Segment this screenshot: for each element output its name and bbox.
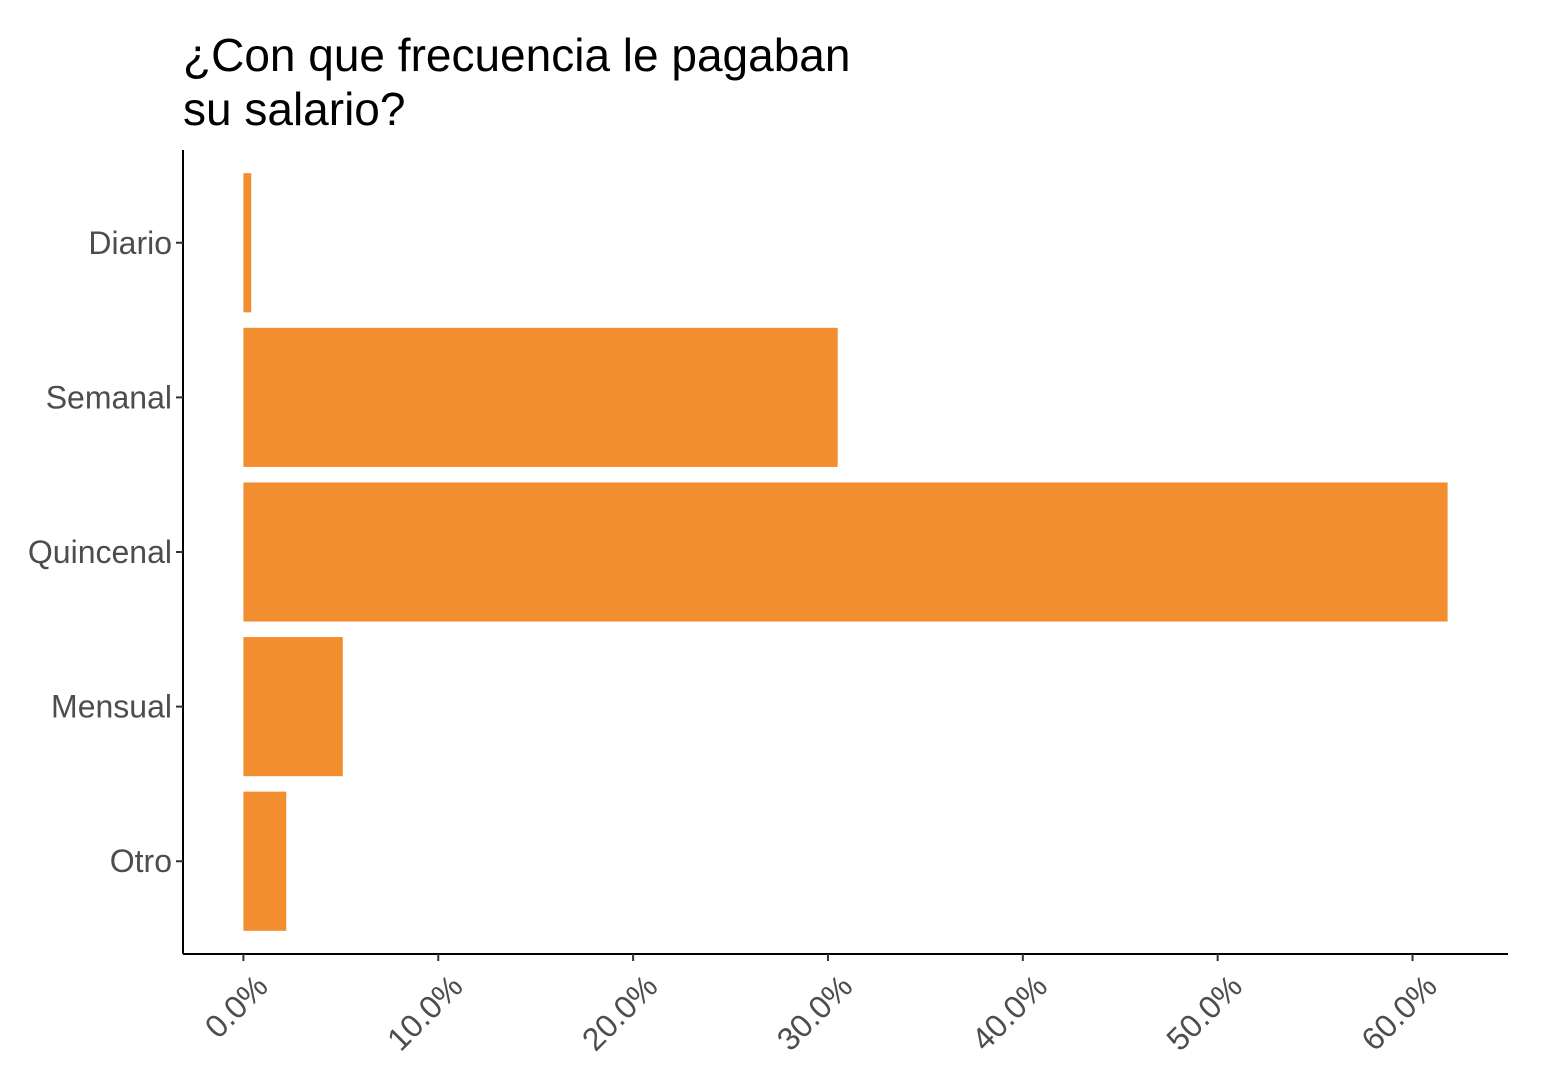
x-tick-label-20: 20.0% [575, 968, 665, 1058]
y-tick-label-semanal: Semanal [46, 379, 172, 415]
bar-otro [243, 791, 287, 931]
y-tick-label-otro: Otro [110, 843, 172, 879]
x-axis: 0.0% 10.0% 20.0% 30.0% 40.0% 50.0% 60.0% [183, 953, 1508, 1058]
y-tick-label-diario: Diario [88, 225, 172, 261]
x-tick-label-30: 30.0% [770, 968, 860, 1058]
bar-diario [243, 173, 252, 313]
chart-title-line-1: ¿Con que frecuencia le pagaban [183, 29, 851, 81]
x-tick-label-40: 40.0% [965, 968, 1055, 1058]
bar-semanal [243, 327, 838, 467]
y-axis: Diario Semanal Quincenal Mensual Otro [28, 150, 184, 954]
bars-group [243, 173, 1448, 931]
x-tick-label-0: 0.0% [198, 968, 275, 1045]
x-tick-label-50: 50.0% [1159, 968, 1249, 1058]
y-tick-label-mensual: Mensual [51, 689, 172, 725]
chart-title: ¿Con que frecuencia le pagaban su salari… [183, 28, 1083, 136]
bar-quincenal [243, 482, 1448, 622]
x-tick-label-10: 10.0% [380, 968, 470, 1058]
bar-mensual [243, 637, 343, 777]
chart-title-line-2: su salario? [183, 83, 406, 135]
y-tick-label-quincenal: Quincenal [28, 534, 172, 570]
x-tick-label-60: 60.0% [1354, 968, 1444, 1058]
